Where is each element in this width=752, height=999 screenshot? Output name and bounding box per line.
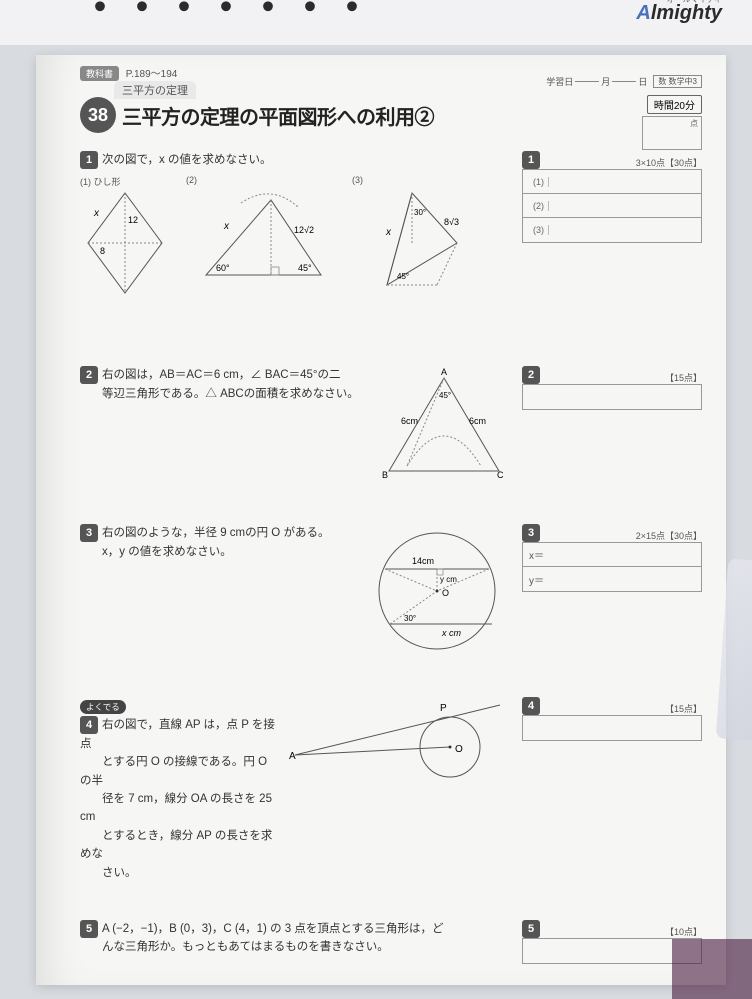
study-day-label: 学習日 月 日 [546, 75, 647, 88]
q3-figure: 14cm y cm O 30° x cm [362, 524, 512, 659]
lesson-number-badge: 38 [80, 97, 116, 133]
q1-ans-badge: 1 [522, 151, 540, 169]
q1-text: 1次の図で，x の値を求めなさい。 [80, 151, 512, 169]
brand-logo: AAlmightylmighty [636, 2, 722, 25]
svg-text:O: O [442, 588, 449, 598]
score-box[interactable]: 点 [642, 116, 702, 150]
q4-ans-badge: 4 [522, 697, 540, 715]
worksheet-page: 教科書 P.189〜194 三平方の定理 学習日 月 日 数 数学中3 38 三… [36, 55, 726, 985]
q1-fig2: (2) 60° 45° 12√2 x [186, 175, 336, 298]
q2-points: 【15点】 [550, 371, 702, 384]
q4-text: 4右の図で，直線 AP は，点 P を接点 とする円 O の接線である。円 O … [80, 716, 275, 882]
textbook-badge: 教科書 [80, 66, 119, 81]
chapter-subtitle: 三平方の定理 [114, 81, 196, 99]
q2-figure: A B C 45° 6cm 6cm [377, 366, 512, 486]
page-range: P.189〜194 [126, 69, 178, 80]
svg-text:x: x [385, 227, 392, 238]
title-row: 38 三平方の定理の平面図形への利用② [80, 97, 702, 133]
q1-figures: (1) ひし形 12 8 x (2) [80, 175, 512, 298]
svg-text:12√2: 12√2 [294, 225, 314, 235]
svg-text:A: A [289, 751, 296, 762]
q3-text: 3右の図のような，半径 9 cmの円 O がある。 x，y の値を求めなさい。 [80, 524, 352, 561]
svg-text:60°: 60° [216, 263, 230, 273]
svg-text:45°: 45° [397, 272, 409, 281]
q5-badge: 5 [80, 920, 98, 938]
q3-ans-badge: 3 [522, 524, 540, 542]
svg-text:30°: 30° [414, 208, 426, 217]
q1-badge: 1 [80, 151, 98, 169]
svg-text:x: x [93, 208, 100, 219]
svg-text:45°: 45° [439, 391, 451, 400]
svg-text:30°: 30° [404, 614, 416, 623]
meta-top-row: 学習日 月 日 数 数学中3 [546, 75, 702, 88]
q4-figure: A P O [285, 697, 512, 882]
svg-text:12: 12 [128, 215, 138, 225]
time-limit-box: 時間20分 [647, 95, 702, 114]
svg-text:14cm: 14cm [412, 556, 434, 566]
svg-text:y cm: y cm [440, 575, 457, 584]
q1-points: 3×10点【30点】 [550, 156, 702, 169]
q5-points: 【10点】 [550, 925, 702, 938]
subject-box: 数 数学中3 [653, 75, 702, 88]
q3-points: 2×15点【30点】 [550, 529, 702, 542]
svg-text:45°: 45° [298, 263, 312, 273]
page-title: 三平方の定理の平面図形への利用② [122, 101, 434, 130]
svg-text:6cm: 6cm [401, 416, 418, 426]
background-object-2 [672, 939, 752, 999]
svg-text:8√3: 8√3 [444, 217, 459, 227]
q1-fig3: (3) 30° 45° 8√3 x [352, 175, 472, 298]
svg-text:B: B [382, 470, 388, 480]
q4-points: 【15点】 [550, 702, 702, 715]
q5-ans-badge: 5 [522, 920, 540, 938]
time-score-col: 時間20分 点 [642, 95, 702, 150]
svg-text:6cm: 6cm [469, 416, 486, 426]
q4-answer-box[interactable] [522, 715, 702, 741]
q1-fig1: (1) ひし形 12 8 x [80, 175, 170, 298]
svg-text:P: P [440, 703, 447, 714]
svg-text:O: O [455, 744, 463, 755]
q2-ans-badge: 2 [522, 366, 540, 384]
yokuderu-badge: よくでる [80, 700, 126, 714]
q4-badge: 4 [80, 716, 98, 734]
svg-text:8: 8 [100, 246, 105, 256]
q3-answer-box[interactable]: x＝ y＝ [522, 542, 702, 592]
cut-off-title: ・・・・・・・ [80, 0, 374, 33]
q1-answer-box[interactable]: (1) (2) (3) [522, 169, 702, 243]
svg-text:A: A [441, 367, 447, 377]
q3-badge: 3 [80, 524, 98, 542]
q2-answer-box[interactable] [522, 384, 702, 410]
svg-text:C: C [497, 470, 504, 480]
svg-text:x: x [223, 221, 230, 232]
q2-badge: 2 [80, 366, 98, 384]
q5-text: 5A (−2，−1)，B (0，3)，C (4，1) の 3 点を頂点とする三角… [80, 920, 512, 957]
q2-text: 2右の図は，AB＝AC＝6 cm，∠ BAC＝45°の二 等辺三角形である。△ … [80, 366, 367, 403]
svg-text:x cm: x cm [441, 628, 462, 638]
